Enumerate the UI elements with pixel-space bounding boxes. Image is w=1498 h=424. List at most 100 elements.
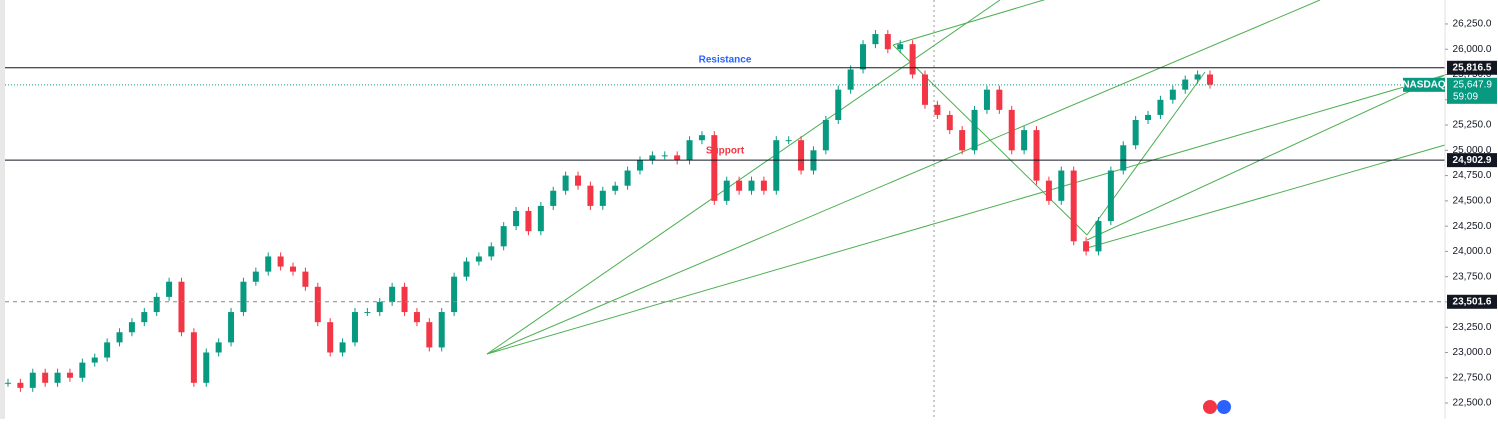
candle [736, 180, 743, 191]
y-tick-label: 26,250.0 [1453, 19, 1492, 30]
candle [488, 246, 495, 257]
candle [42, 372, 49, 383]
annotation: Resistance [699, 55, 752, 66]
candle [327, 322, 334, 353]
candle [513, 210, 520, 227]
candle [451, 276, 458, 313]
candle [909, 44, 916, 75]
candle [897, 44, 904, 50]
candle [698, 135, 705, 141]
candle [1058, 170, 1065, 201]
candle [661, 155, 668, 157]
candle [1207, 74, 1213, 85]
candle [389, 286, 396, 302]
candle [612, 185, 619, 191]
candle [1120, 145, 1127, 171]
candle [79, 362, 86, 378]
candle [1182, 79, 1189, 90]
candle [1107, 170, 1114, 222]
candle [1157, 99, 1164, 115]
candle [587, 185, 594, 206]
candle [128, 322, 135, 333]
y-tick-label: 25,000.0 [1453, 145, 1492, 156]
candle [500, 226, 507, 247]
candle [339, 342, 346, 353]
y-tick-label: 26,000.0 [1453, 44, 1492, 55]
current-price-label: 25,647.9 [1453, 79, 1492, 90]
y-tick-label: 22,500.0 [1453, 398, 1492, 409]
candle [413, 312, 420, 323]
candle [711, 135, 718, 201]
price-tag-label: 25,816.5 [1453, 62, 1492, 73]
candle [798, 140, 805, 171]
price-tag [1447, 294, 1497, 309]
y-tick-label: 23,000.0 [1453, 347, 1492, 358]
candle [773, 140, 780, 191]
candle [141, 312, 148, 323]
candle [475, 256, 482, 262]
candle [54, 372, 61, 383]
candle [550, 190, 557, 206]
candle [1033, 130, 1040, 181]
y-tick-label: 23,250.0 [1453, 322, 1492, 333]
left-strip [0, 0, 5, 419]
trendlines [486, 0, 1446, 355]
candle [5, 382, 11, 384]
candle [686, 140, 693, 161]
candle [314, 286, 321, 323]
candle [723, 180, 730, 201]
candle [785, 140, 792, 142]
countdown: 59:09 [1453, 91, 1478, 102]
candle [1095, 221, 1102, 252]
candle [624, 170, 631, 186]
y-tick-label: 24,500.0 [1453, 195, 1492, 206]
candle [178, 281, 185, 333]
candle [252, 271, 259, 282]
candle [822, 119, 829, 151]
candle [265, 256, 272, 272]
candle [215, 342, 222, 353]
candle [996, 89, 1003, 110]
price-tag [1447, 153, 1497, 168]
candle [91, 357, 98, 363]
candle [649, 155, 656, 161]
candle [240, 281, 247, 313]
candle [1083, 241, 1090, 252]
flag-icon [1203, 400, 1231, 414]
symbol-label: NASDAQ [1402, 79, 1446, 90]
candle [104, 342, 111, 358]
price-tag-label: 23,501.6 [1453, 296, 1492, 307]
candle [116, 332, 123, 343]
candle [575, 175, 582, 186]
candle [1169, 89, 1176, 100]
candle [525, 210, 532, 232]
candle [1070, 170, 1077, 242]
candle [934, 104, 941, 115]
candle [760, 180, 767, 191]
candle [835, 89, 842, 120]
candle [302, 271, 309, 287]
candle [29, 372, 36, 388]
y-tick-label: 22,750.0 [1453, 372, 1492, 383]
candle [860, 44, 867, 70]
candle [17, 382, 24, 388]
candle [1021, 130, 1028, 151]
candle [351, 312, 358, 343]
candle [364, 312, 371, 314]
candle [636, 160, 643, 171]
candle [1132, 119, 1139, 146]
price-tag [1447, 60, 1497, 75]
candle [166, 281, 173, 297]
candle [946, 114, 953, 131]
candle [1008, 109, 1015, 151]
candle [426, 322, 433, 348]
candle [1145, 114, 1152, 120]
candle [1194, 74, 1201, 80]
candle [674, 155, 681, 161]
candle [463, 261, 470, 277]
candle [190, 332, 197, 383]
candle [376, 301, 383, 313]
candle [153, 296, 160, 313]
candle [983, 89, 990, 110]
